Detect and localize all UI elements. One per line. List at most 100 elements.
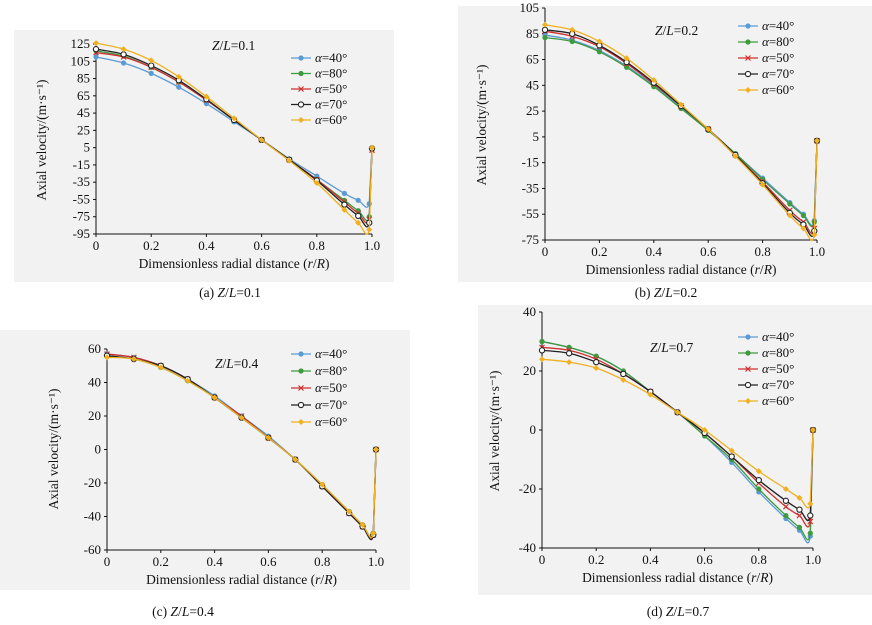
data-point-b-4-0: [542, 21, 548, 28]
legend-marker-a-1: [298, 70, 304, 77]
x-tick-label-c: 1.0: [368, 554, 384, 569]
legend-label-a-1: α=80°: [315, 66, 347, 81]
y-tick-label-c: -20: [84, 475, 101, 490]
legend-marker-d-4: [745, 398, 751, 404]
y-tick-label-a: 125: [71, 36, 91, 51]
y-tick-label-b: 25: [526, 103, 539, 118]
data-point-a-4-2: [148, 57, 155, 64]
data-point-a-3-0: [92, 46, 100, 53]
x-axis-title-d: Dimensionless radial distance (r/R): [582, 570, 773, 585]
y-tick-label-a: -95: [73, 226, 90, 241]
data-point-d-4-9: [782, 486, 789, 492]
annotation-c: Z/L=0.4: [215, 356, 259, 371]
x-tick-label-b: 0.4: [646, 244, 663, 259]
y-tick-label-b: 105: [520, 0, 540, 15]
legend-marker-c-3: [297, 401, 305, 409]
legend-marker-d-3: [744, 381, 752, 389]
data-point-c-4-1: [130, 356, 137, 363]
y-tick-label-a: 85: [77, 71, 90, 86]
y-tick-label-c: 20: [88, 408, 101, 423]
legend-label-a-3: α=70°: [315, 97, 347, 112]
data-point-d-3-1: [565, 350, 573, 357]
data-point-d-4-7: [728, 447, 735, 454]
legend-marker-a-3: [297, 101, 305, 108]
x-tick-label-a: 0.4: [198, 238, 215, 253]
x-tick-label-b: 0.2: [591, 244, 607, 259]
y-tick-label-b: 5: [533, 129, 540, 144]
data-point-c-4-11: [370, 530, 377, 537]
annotation-d: Z/L=0.7: [650, 340, 694, 355]
legend-marker-b-3: [744, 70, 752, 78]
data-point-a-4-8: [313, 180, 320, 187]
legend-label-d-0: α=40°: [762, 329, 794, 344]
data-point-d-4-10: [796, 494, 803, 501]
data-point-b-4-10: [800, 225, 807, 232]
legend-label-d-1: α=80°: [762, 345, 794, 360]
y-tick-label-c: 60: [88, 341, 101, 356]
y-tick-label-a: -55: [73, 191, 90, 206]
data-point-b-3-0: [541, 26, 549, 34]
y-tick-label-a: 45: [77, 105, 90, 120]
data-point-b-1-3: [624, 64, 630, 70]
data-point-b-4-7: [732, 153, 739, 160]
panel-b-background: [458, 6, 872, 282]
data-point-a-3-2: [148, 62, 155, 69]
series-c-4: [104, 354, 379, 539]
legend-label-c-1: α=80°: [315, 363, 347, 378]
x-axis-title-b: Dimensionless radial distance (r/R): [586, 262, 777, 277]
data-point-d-2-9: [782, 503, 789, 510]
data-point-a-4-1: [120, 46, 127, 53]
data-point-b-1-10: [800, 212, 807, 219]
data-point-d-4-2: [593, 365, 600, 372]
legend-label-b-2: α=50°: [762, 50, 794, 65]
annotation-a: Z/L=0.1: [212, 38, 255, 53]
legend-marker-b-1: [745, 39, 751, 45]
legend-label-d-2: α=50°: [762, 361, 794, 376]
x-tick-label-d: 0.2: [588, 552, 604, 567]
data-point-a-4-3: [175, 73, 182, 80]
data-point-d-1-11: [807, 530, 813, 536]
data-point-a-4-6: [258, 136, 265, 143]
legend-marker-a-2: [298, 86, 304, 92]
data-point-d-3-2: [593, 358, 600, 366]
y-tick-label-d: 0: [530, 422, 537, 437]
legend-label-c-0: α=40°: [315, 346, 347, 361]
y-tick-label-c: 0: [95, 442, 102, 457]
data-point-d-1-9: [783, 512, 789, 519]
legend-label-c-3: α=70°: [315, 397, 347, 412]
y-tick-label-d: 40: [523, 304, 536, 319]
data-point-d-3-11: [807, 512, 814, 519]
x-tick-label-c: 0: [104, 554, 111, 569]
data-point-a-3-10: [355, 212, 362, 220]
legend-d: α=40°α=80°α=50°α=70°α=60°: [738, 329, 794, 408]
data-point-b-4-12: [814, 137, 820, 144]
legend-marker-b-4: [745, 87, 751, 93]
y-tick-label-a: 105: [71, 53, 91, 68]
panel-d-background: [478, 305, 872, 595]
x-tick-label-a: 0.2: [143, 238, 159, 253]
y-axis-title-c: Axial velocity/(m·s⁻¹): [46, 388, 61, 509]
data-point-d-4-4: [647, 391, 654, 398]
data-point-c-4-5: [238, 414, 245, 421]
legend-label-b-4: α=60°: [762, 82, 794, 97]
chart-panel-a: 125 105 85 65 45 25 5 -15 -35 -55 -75 -950 0.2 0.4 0.6…: [34, 36, 380, 300]
data-point-c-4-7: [292, 456, 299, 463]
y-tick-label-a: 5: [84, 140, 91, 155]
caption-b: (b) Z/L=0.2: [635, 285, 697, 300]
data-point-a-4-9: [341, 206, 348, 213]
data-point-c-4-0: [104, 354, 110, 361]
data-point-d-3-7: [728, 453, 735, 460]
x-tick-label-d: 0.4: [642, 552, 659, 567]
data-point-d-1-10: [796, 524, 803, 530]
data-point-b-4-3: [623, 55, 630, 62]
legend-label-c-4: α=60°: [315, 414, 347, 429]
y-tick-label-d: -20: [519, 481, 536, 496]
data-point-b-1-9: [787, 201, 793, 207]
data-point-d-4-12: [810, 427, 816, 433]
legend-marker-a-4: [298, 117, 304, 123]
data-point-a-0-2: [148, 70, 154, 76]
x-tick-label-d: 1.0: [805, 552, 821, 567]
panel-a-background: [14, 30, 394, 282]
x-tick-label-c: 0.4: [206, 554, 223, 569]
data-point-a-0-9: [341, 190, 347, 197]
